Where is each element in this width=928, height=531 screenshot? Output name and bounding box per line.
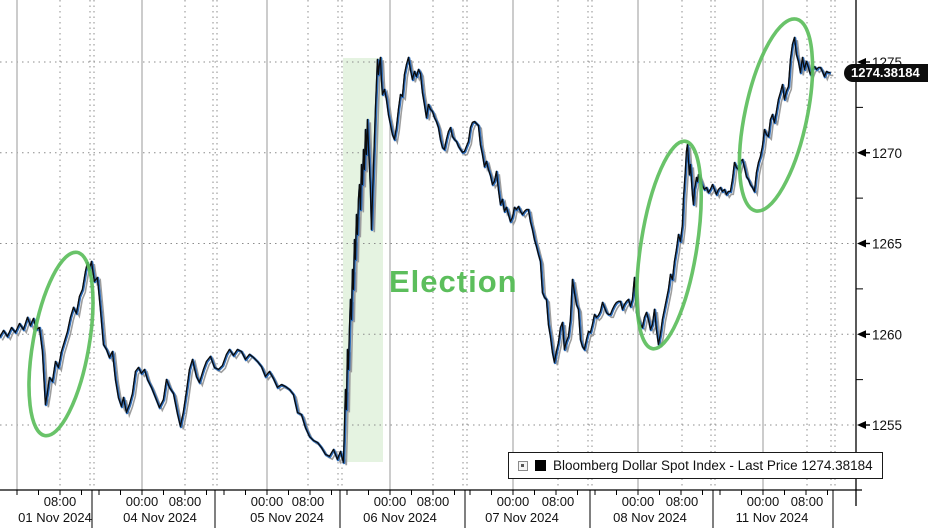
y-tick-label: 1260 <box>872 327 902 342</box>
legend-series-swatch <box>535 460 546 471</box>
y-tick-arrow <box>857 330 866 339</box>
y-tick-label: 1265 <box>872 237 902 252</box>
x-time-label: 00:00 <box>622 494 655 509</box>
x-time-label: 08:00 <box>542 494 575 509</box>
highlight-ellipse <box>27 250 95 438</box>
legend-expander-icon[interactable] <box>518 460 528 471</box>
x-date-label: 04 Nov 2024 <box>123 510 197 525</box>
price-line-black <box>0 36 831 463</box>
x-time-label: 00:00 <box>747 494 780 509</box>
y-tick-arrow <box>857 148 866 157</box>
x-time-label: 00:00 <box>251 494 284 509</box>
x-date-label: 11 Nov 2024 <box>736 510 809 525</box>
x-time-label: 08:00 <box>44 494 77 509</box>
x-time-label: 00:00 <box>126 494 159 509</box>
x-date-label: 07 Nov 2024 <box>485 510 559 525</box>
x-time-label: 08:00 <box>791 494 824 509</box>
x-date-label: 05 Nov 2024 <box>250 510 324 525</box>
y-tick-arrow <box>857 239 866 248</box>
y-tick-label: 1270 <box>872 146 902 161</box>
price-line-shadow <box>1 40 834 466</box>
x-time-label: 00:00 <box>497 494 530 509</box>
legend-label: Bloomberg Dollar Spot Index - Last Price… <box>553 458 873 473</box>
x-time-label: 08:00 <box>292 494 325 509</box>
highlight-ellipse <box>737 17 815 213</box>
legend[interactable]: Bloomberg Dollar Spot Index - Last Price… <box>508 452 883 479</box>
x-date-label: 08 Nov 2024 <box>613 510 687 525</box>
highlight-ellipse <box>635 139 703 351</box>
y-tick-arrow <box>857 421 866 429</box>
x-time-label: 08:00 <box>417 494 450 509</box>
x-date-label: 01 Nov 2024 <box>18 510 92 525</box>
x-time-label: 00:00 <box>374 494 407 509</box>
price-line-blue <box>0 36 831 465</box>
election-annotation: Election <box>389 264 518 299</box>
last-price-tag: 1274.38184 <box>844 64 928 82</box>
y-tick-label: 1255 <box>872 418 902 433</box>
x-time-label: 08:00 <box>169 494 202 509</box>
x-time-label: 08:00 <box>666 494 699 509</box>
x-date-label: 06 Nov 2024 <box>363 510 437 525</box>
